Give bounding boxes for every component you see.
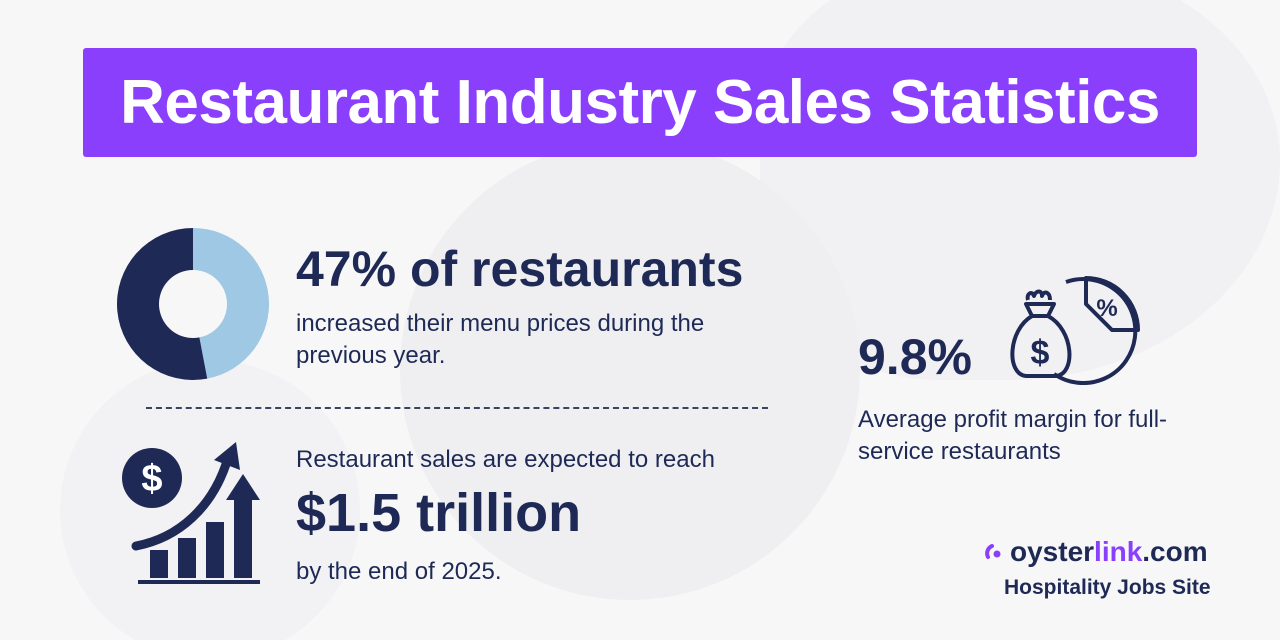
svg-text:$: $	[1031, 334, 1050, 372]
background-shape	[400, 140, 860, 600]
sales-tail-text: by the end of 2025.	[296, 558, 502, 585]
page-title: Restaurant Industry Sales Statistics	[120, 68, 1160, 137]
menu-prices-description: increased their menu prices during the p…	[296, 310, 705, 369]
menu-prices-headline: 47% of restaurants	[296, 241, 744, 297]
oysterlink-logo-icon	[985, 544, 1001, 559]
donut-share-segment	[193, 228, 269, 379]
sales-headline: $1.5 trillion	[296, 483, 582, 543]
money-bag-pie-chart-icon: % $	[1010, 276, 1140, 385]
donut-chart-icon	[116, 228, 269, 380]
donut-rest-segment	[116, 228, 208, 380]
dollar-growth-chart-icon: $	[122, 442, 260, 584]
brand-logo: oyster link .com	[984, 536, 1208, 568]
brand-name-link: link	[1094, 536, 1143, 567]
brand-name-oyster: oyster	[1010, 536, 1095, 567]
profit-margin-description: Average profit margin for full-service r…	[858, 406, 1168, 465]
brand-name-domain: .com	[1142, 536, 1208, 567]
sales-lead-text: Restaurant sales are expected to reach	[296, 446, 715, 473]
svg-text:$: $	[141, 458, 162, 500]
svg-text:%: %	[1096, 295, 1117, 322]
brand-tagline: Hospitality Jobs Site	[1004, 576, 1211, 599]
title-banner: Restaurant Industry Sales Statistics	[83, 48, 1197, 157]
profit-margin-headline: 9.8%	[858, 329, 972, 385]
divider	[146, 407, 768, 409]
